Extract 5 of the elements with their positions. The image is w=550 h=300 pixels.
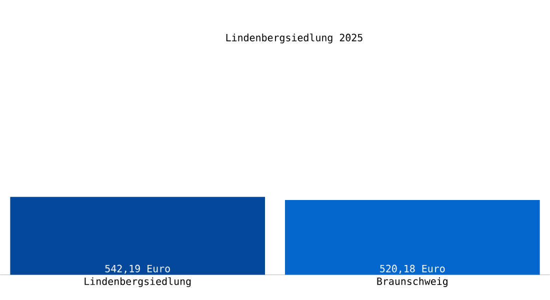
data-label: 542,19 Euro <box>105 264 170 274</box>
x-tick-label: Braunschweig <box>377 277 448 288</box>
x-tick-label: Lindenbergsiedlung <box>84 277 191 288</box>
data-label: 520,18 Euro <box>380 264 445 274</box>
chart-title: Lindenbergsiedlung 2025 <box>226 34 362 44</box>
